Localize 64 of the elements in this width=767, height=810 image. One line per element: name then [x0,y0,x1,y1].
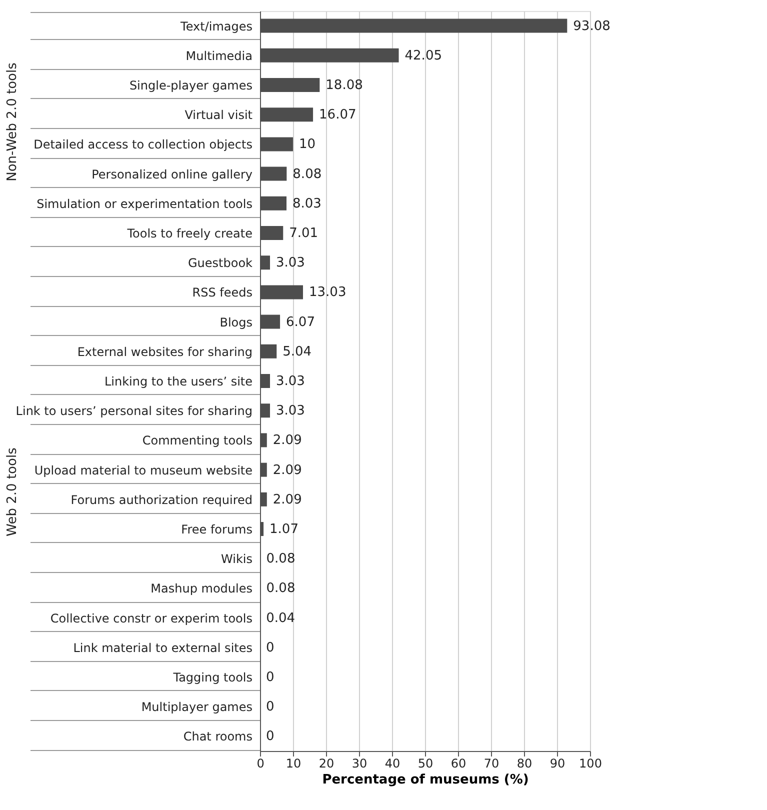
x-tick-label: 40 [384,756,400,770]
data-label: 0.08 [266,581,296,596]
x-tick-label: 50 [418,756,434,770]
y-tick-label: Personalized online gallery [92,167,252,182]
data-label: 6.07 [286,314,315,330]
x-axis-title: Percentage of museums (%) [322,772,529,788]
y-tick-label: Wikis [221,552,252,566]
data-label: 5.04 [282,344,312,360]
data-label: 3.03 [276,404,305,419]
data-label: 2.09 [272,492,302,508]
data-label: 0 [266,640,274,656]
data-label: 3.03 [276,374,305,389]
y-tick-label: Guestbook [188,256,253,270]
y-tick-label: Link material to external sites [73,640,252,655]
data-label: 3.03 [276,256,305,271]
text: Web 2.0 tools [5,447,20,536]
y-tick-label: Tagging tools [172,670,252,684]
data-label: 93.08 [573,18,610,34]
data-label: 0.08 [266,552,296,567]
data-label: 2.09 [272,462,302,478]
y-tick-label: Mashup modules [150,582,252,596]
x-tick-label: 60 [450,756,466,770]
x-tick-label: 0 [256,756,264,770]
y-tick-label: Link to users’ personal sites for sharing [16,404,252,418]
y-tick-label: Multiplayer games [141,700,252,714]
data-label: 1.07 [270,522,298,537]
data-label: 8.08 [292,166,322,182]
x-tick-label: 30 [352,756,368,770]
data-label: 8.03 [292,196,322,212]
y-tick-label: Detailed access to collection objects [34,138,252,152]
data-label: 16.07 [319,108,356,123]
data-label: 42.05 [404,48,442,64]
data-label: 0 [266,670,274,685]
data-label: 0 [266,700,274,715]
y-tick-label: Collective constr or experim tools [50,611,252,626]
x-tick-label: 80 [516,756,532,770]
y-tick-label: Blogs [220,315,252,330]
x-tick-label: 70 [484,756,500,770]
y-tick-label: Linking to the users’ site [104,374,252,388]
x-tick-label: 20 [318,756,334,770]
y-tick-label: RSS feeds [192,286,252,300]
data-label: 7.01 [289,226,318,241]
y-tick-label: Chat rooms [183,730,252,744]
y-tick-label: Tools to freely create [126,226,252,240]
x-tick-label: 100 [579,756,602,770]
data-label: 0.04 [266,610,296,626]
y-tick-label: Text/images [180,19,252,34]
y-tick-label: Free forums [181,522,252,536]
data-label: 0 [266,729,274,744]
y-tick-label: Single-player games [129,78,252,92]
y-tick-label: Commenting tools [142,434,252,448]
y-tick-label: External websites for sharing [77,344,252,359]
y-tick-label: Simulation or experimentation tools [36,196,252,211]
y-tick-label: Forums authorization required [70,492,252,507]
data-label: 18.08 [326,78,363,93]
y-tick-label: Virtual visit [184,108,253,122]
data-label: 10 [299,137,316,152]
text: Non-Web 2.0 tools [5,62,20,182]
x-tick-label: 90 [550,756,566,770]
y-tick-label: Upload material to museum website [34,463,252,478]
data-label: 13.03 [309,285,346,300]
x-tick-label: 10 [286,756,302,770]
y-tick-label: Multimedia [186,48,252,63]
data-label: 2.09 [272,433,302,448]
